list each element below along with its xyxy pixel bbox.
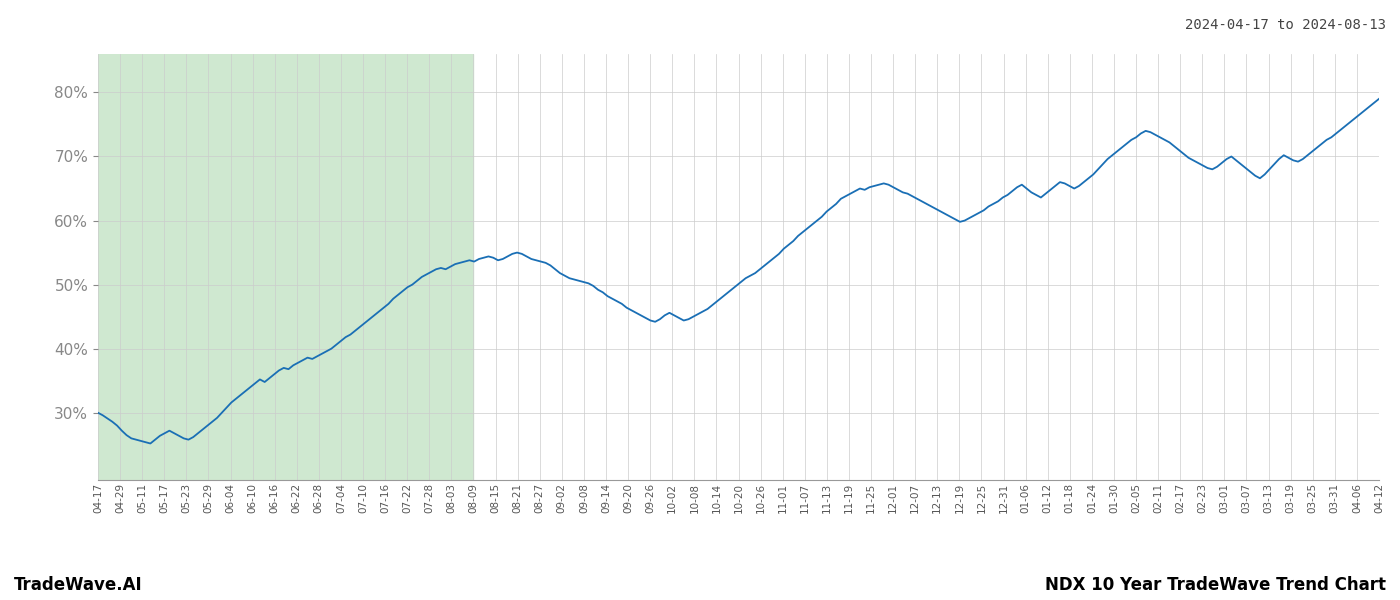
Text: 2024-04-17 to 2024-08-13: 2024-04-17 to 2024-08-13 [1184,18,1386,32]
Text: NDX 10 Year TradeWave Trend Chart: NDX 10 Year TradeWave Trend Chart [1044,576,1386,594]
Bar [98,54,473,480]
Text: TradeWave.AI: TradeWave.AI [14,576,143,594]
